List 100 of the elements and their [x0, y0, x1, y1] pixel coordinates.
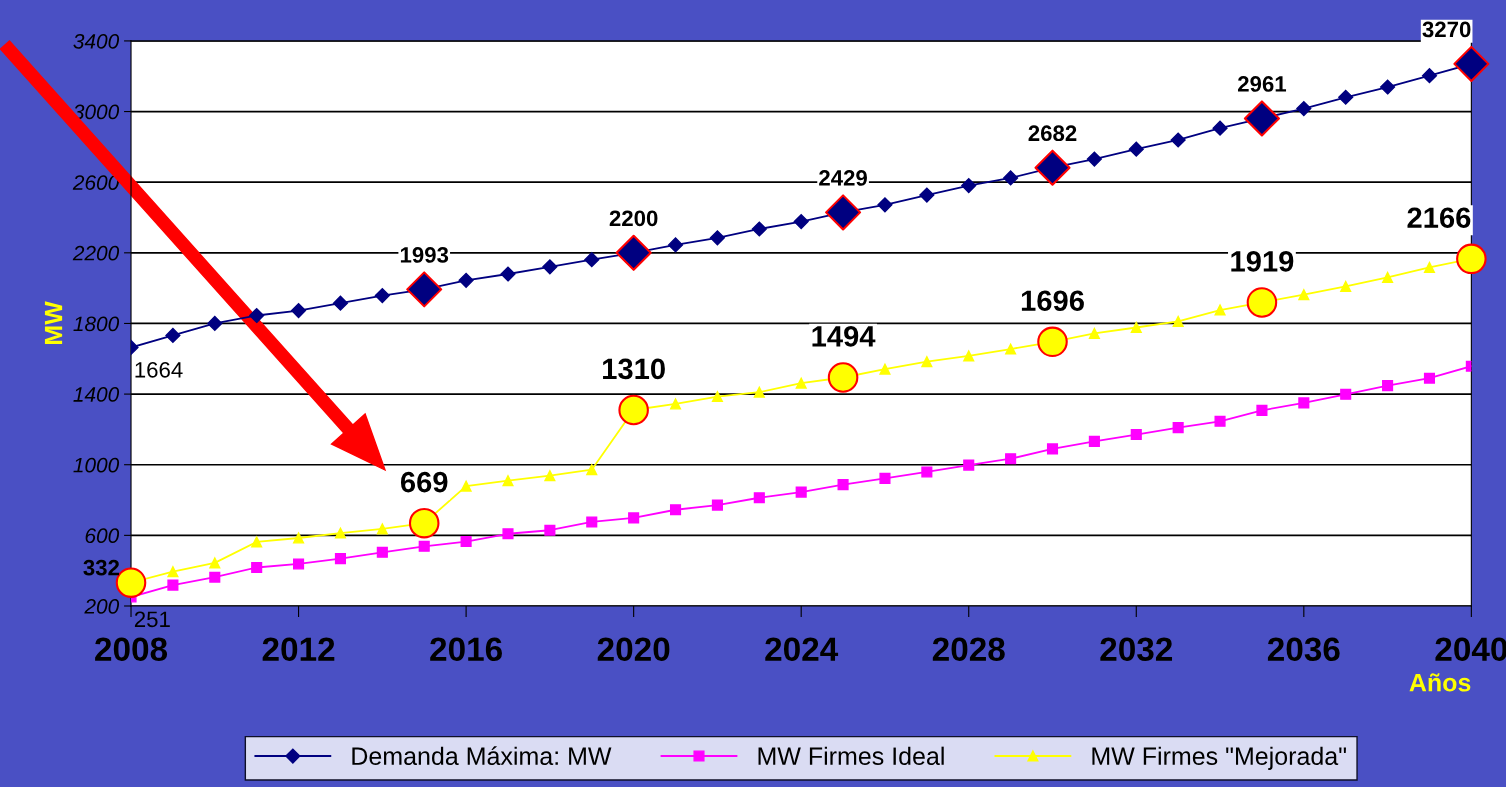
point — [332, 295, 349, 311]
point — [209, 557, 221, 569]
x-tick-label: 2016 — [430, 637, 502, 662]
y-tick-label: 1800 — [73, 316, 120, 332]
x-tick-label: 2032 — [1100, 637, 1173, 662]
point — [1256, 404, 1268, 416]
data-label: 2166 — [1407, 207, 1471, 229]
point — [1243, 100, 1280, 137]
point — [1456, 243, 1487, 275]
point — [1037, 326, 1068, 358]
point — [711, 391, 723, 403]
point — [460, 480, 472, 492]
data-label: 2429 — [819, 170, 867, 186]
point — [1130, 428, 1142, 441]
point — [460, 535, 472, 548]
y-tick-label: 3400 — [73, 33, 120, 49]
point — [628, 512, 640, 524]
point — [961, 177, 977, 194]
data-label: 1494 — [812, 326, 876, 347]
point — [418, 540, 430, 552]
point — [251, 536, 263, 548]
point — [1130, 321, 1142, 334]
data-label: 2961 — [1237, 76, 1287, 92]
point — [1340, 388, 1352, 400]
point — [753, 492, 765, 504]
point — [1338, 89, 1354, 105]
point — [709, 230, 725, 246]
point — [879, 363, 891, 375]
point — [919, 187, 935, 203]
y-axis-title: MW — [44, 301, 63, 344]
point — [1086, 151, 1102, 167]
point — [1214, 415, 1226, 427]
point — [542, 259, 558, 275]
point — [1212, 120, 1228, 136]
point — [921, 356, 933, 368]
point — [334, 553, 347, 565]
point — [1340, 280, 1352, 292]
point — [1246, 287, 1278, 318]
point — [825, 194, 862, 231]
point — [921, 466, 933, 478]
point — [251, 561, 263, 574]
point — [1170, 132, 1186, 148]
point — [586, 464, 598, 476]
point — [827, 362, 859, 393]
y-tick-label: 3000 — [73, 104, 120, 120]
point — [669, 504, 682, 516]
data-label: 2200 — [609, 210, 658, 227]
point — [293, 532, 305, 544]
point — [1296, 100, 1312, 117]
point — [879, 472, 891, 484]
x-tick-label: 2028 — [932, 637, 1005, 662]
point — [249, 307, 265, 324]
point — [458, 272, 474, 288]
legend-label: Demanda Máxima: MW — [352, 746, 612, 766]
point — [502, 475, 514, 487]
point — [207, 315, 223, 332]
point — [209, 571, 221, 583]
point — [167, 566, 179, 578]
point — [1005, 343, 1017, 355]
point — [165, 327, 181, 344]
point — [669, 398, 682, 410]
point — [1046, 443, 1059, 455]
point — [502, 528, 514, 540]
point — [1382, 271, 1394, 283]
point — [290, 302, 307, 319]
point — [615, 234, 652, 271]
point — [795, 486, 807, 498]
point — [1088, 327, 1100, 339]
point — [376, 523, 388, 535]
point — [711, 499, 723, 511]
point — [406, 271, 443, 308]
x-tick-label: 2012 — [262, 637, 335, 662]
point — [1214, 304, 1226, 316]
point — [293, 558, 305, 570]
point — [334, 527, 347, 539]
point — [1172, 422, 1184, 434]
x-tick-label: 2036 — [1267, 637, 1340, 662]
point — [1382, 380, 1394, 392]
legend-label: MW Firmes "Mejorada" — [1092, 746, 1346, 770]
legend-label: MW Firmes Ideal — [758, 746, 944, 766]
data-label: 2682 — [1028, 125, 1077, 142]
point — [1172, 315, 1184, 327]
data-label: 1310 — [603, 358, 665, 380]
point — [1128, 141, 1144, 157]
point — [374, 287, 390, 304]
data-label: 1993 — [400, 247, 449, 263]
point — [793, 213, 809, 230]
data-label: 3270 — [1422, 21, 1471, 38]
point — [408, 507, 440, 539]
point — [1423, 261, 1436, 274]
point — [1298, 397, 1310, 409]
annotation: 251 — [134, 611, 170, 628]
x-tick-label: 2024 — [765, 637, 839, 662]
y-tick-label: 1000 — [73, 457, 120, 473]
point — [1421, 68, 1438, 84]
point — [963, 350, 975, 362]
point — [500, 266, 516, 282]
x-axis-title: Años — [1409, 673, 1471, 692]
point — [1453, 45, 1490, 82]
point — [667, 237, 684, 253]
